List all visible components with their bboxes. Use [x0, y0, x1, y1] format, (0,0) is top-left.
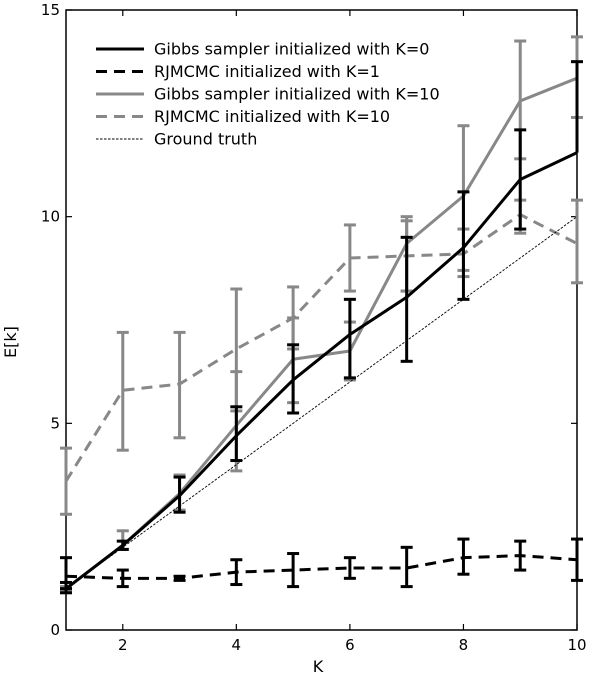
legend-label: RJMCMC initialized with K=10: [154, 107, 390, 126]
series-2: [60, 537, 583, 591]
error-bar: [400, 235, 413, 363]
x-tick-label: 4: [232, 636, 242, 654]
error-bar: [400, 545, 413, 589]
legend-label: Gibbs sampler initialized with K=0: [154, 40, 429, 59]
x-tick-label: 2: [118, 636, 128, 654]
error-bar: [571, 60, 583, 153]
legend-item: Gibbs sampler initialized with K=10: [96, 85, 440, 104]
y-tick-label: 0: [50, 621, 60, 639]
series-line: [65, 554, 578, 580]
x-tick-label: 6: [345, 636, 355, 654]
series-1: [60, 60, 583, 595]
error-bar: [343, 297, 356, 380]
x-tick-label: 10: [567, 636, 586, 654]
y-tick-label: 10: [41, 208, 60, 226]
legend-item: RJMCMC initialized with K=1: [96, 62, 380, 81]
x-axis-label: K: [313, 657, 324, 676]
legend-item: Gibbs sampler initialized with K=0: [96, 40, 429, 59]
y-tick-label: 15: [41, 1, 60, 19]
legend-label: Ground truth: [154, 130, 257, 149]
error-bar: [116, 330, 129, 452]
legend-item: Ground truth: [96, 130, 257, 149]
error-bar: [571, 198, 583, 285]
series-line: [65, 151, 578, 590]
series-line: [64, 213, 578, 482]
y-tick-label: 5: [50, 414, 60, 432]
x-tick-label: 8: [459, 636, 469, 654]
legend-label: Gibbs sampler initialized with K=10: [154, 85, 440, 104]
series-group: [60, 35, 583, 595]
legend-item: RJMCMC initialized with K=10: [96, 107, 390, 126]
axis-ticks: 2 4 6 8 10 0 5 10 15: [41, 1, 587, 654]
legend: Gibbs sampler initialized with K=0 RJMCMC…: [96, 40, 440, 149]
legend-label: RJMCMC initialized with K=1: [154, 62, 380, 81]
series-line: [65, 216, 578, 590]
y-axis-label: E[k]: [1, 326, 20, 358]
